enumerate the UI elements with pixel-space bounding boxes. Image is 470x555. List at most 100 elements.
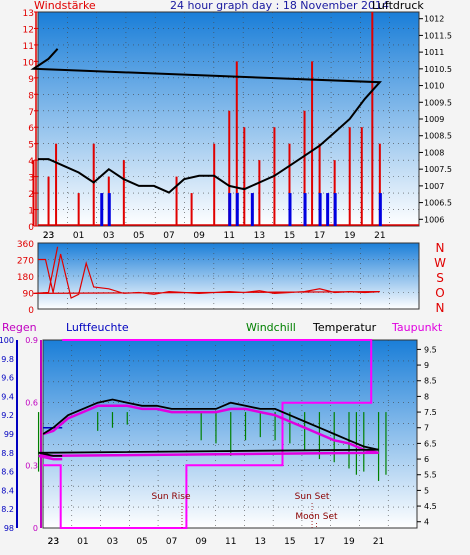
wind-tick-label: 2 bbox=[28, 190, 34, 200]
temp-tick-label: 7 bbox=[424, 424, 429, 433]
temp-tick-label: 8 bbox=[424, 392, 429, 401]
p1-x-tick-label: 05 bbox=[133, 231, 144, 241]
rain-tick-label: 0.6 bbox=[25, 399, 38, 408]
compass-label: N bbox=[436, 301, 445, 315]
wind-bar bbox=[122, 160, 125, 226]
wind-bar bbox=[235, 61, 238, 227]
wind-bar bbox=[47, 176, 50, 226]
pressure-tick-label: 1011 bbox=[424, 48, 444, 57]
pressure-tick-label: 1007.5 bbox=[424, 165, 452, 174]
wind-bar bbox=[92, 143, 95, 226]
legend-windchill: Windchill bbox=[246, 321, 296, 334]
annotation-label: Sun Rise bbox=[152, 492, 191, 502]
rain-tick-label: 0 bbox=[33, 524, 38, 533]
p3-x-tick-label: 19 bbox=[343, 537, 355, 547]
gust-bar bbox=[288, 193, 292, 226]
humidity-tick-label: 8.6 bbox=[1, 468, 14, 477]
wind-bar bbox=[258, 160, 261, 226]
wind-tick-label: 12 bbox=[23, 25, 34, 35]
pressure-axis-title: Luftdruck bbox=[372, 0, 424, 12]
direction-line bbox=[33, 246, 380, 299]
humidity-tick-label: 8.8 bbox=[1, 449, 14, 458]
gust-bar bbox=[378, 193, 382, 226]
temp-tick-label: 7.5 bbox=[424, 408, 437, 417]
rain-tick-label: 0.9 bbox=[25, 336, 38, 345]
wind-tick-label: 6 bbox=[28, 124, 34, 134]
p1-x-tick-label: 23 bbox=[43, 231, 54, 241]
wind-bar bbox=[311, 61, 314, 227]
wind-bar bbox=[32, 160, 35, 226]
compass-label: O bbox=[435, 286, 444, 300]
gust-bar bbox=[107, 193, 111, 226]
pressure-tick-label: 1006 bbox=[424, 215, 444, 224]
gust-bar bbox=[250, 193, 254, 226]
p3-x-tick-label: 05 bbox=[136, 537, 147, 547]
p1-x-tick-label: 07 bbox=[163, 231, 174, 241]
gust-bar bbox=[235, 193, 239, 226]
humidity-tick-label: 100 bbox=[0, 336, 14, 345]
p3-x-tick-label: 23 bbox=[48, 537, 59, 547]
wind-tick-label: 13 bbox=[23, 9, 34, 19]
wind-bar bbox=[348, 127, 351, 226]
pressure-tick-label: 1006.5 bbox=[424, 199, 452, 208]
p1-x-tick-label: 13 bbox=[254, 231, 265, 241]
chart-marks: 01234567891011121310061006.510071007.510… bbox=[0, 9, 452, 547]
p3-x-tick-label: 01 bbox=[77, 537, 88, 547]
compass-label: W bbox=[434, 256, 446, 270]
compass-label: S bbox=[436, 271, 444, 285]
p1-x-tick-label: 15 bbox=[284, 231, 295, 241]
compass-label: N bbox=[436, 241, 445, 255]
wind-bar bbox=[243, 127, 246, 226]
p1-x-tick-label: 21 bbox=[374, 231, 385, 241]
pressure-tick-label: 1009 bbox=[424, 115, 444, 124]
legend-temperatur: Temperatur bbox=[312, 321, 377, 334]
dir-tick-label: 180 bbox=[17, 273, 34, 283]
wind-bar bbox=[175, 176, 178, 226]
p1-x-tick-label: 11 bbox=[224, 231, 235, 241]
pressure-line bbox=[30, 48, 382, 194]
rain-tick-label: 0.3 bbox=[25, 461, 38, 470]
temp-tick-label: 4 bbox=[424, 518, 429, 527]
humidity-tick-label: 8.2 bbox=[1, 505, 14, 514]
temp-tick-label: 5 bbox=[424, 486, 429, 495]
annotation-label: Sun Set bbox=[295, 492, 330, 502]
pressure-tick-label: 1008 bbox=[424, 148, 444, 157]
wind-tick-label: 8 bbox=[28, 91, 34, 101]
chart-title: 24 hour graph day : 18 November 2014 bbox=[170, 0, 389, 12]
temp-tick-label: 9 bbox=[424, 361, 429, 370]
wind-bar bbox=[303, 110, 306, 226]
gust-bar bbox=[333, 193, 337, 226]
temp-tick-label: 4.5 bbox=[424, 502, 437, 511]
pressure-tick-label: 1008.5 bbox=[424, 132, 452, 141]
wind-bar bbox=[190, 193, 193, 226]
wind-tick-label: 0 bbox=[28, 223, 34, 233]
wind-bar bbox=[378, 143, 381, 226]
dir-tick-label: 90 bbox=[23, 290, 35, 300]
temp-tick-label: 6 bbox=[424, 455, 429, 464]
dewpoint-line bbox=[38, 404, 379, 461]
legend-luftfeuchte: Luftfeuchte bbox=[66, 321, 129, 334]
wind-tick-label: 5 bbox=[28, 141, 34, 151]
wind-tick-label: 4 bbox=[28, 157, 34, 167]
humidity-tick-label: 9.8 bbox=[1, 355, 14, 364]
p1-x-tick-label: 03 bbox=[103, 231, 114, 241]
humidity-tick-label: 98 bbox=[4, 524, 14, 533]
annotation-label: Moon Set bbox=[295, 512, 338, 522]
p3-x-tick-label: 13 bbox=[255, 537, 266, 547]
gust-bar bbox=[303, 193, 307, 226]
wind-bar bbox=[55, 143, 58, 226]
pressure-tick-label: 1007 bbox=[424, 182, 444, 191]
temp-tick-label: 8.5 bbox=[424, 377, 437, 386]
wind-bar bbox=[228, 110, 231, 226]
gust-bar bbox=[100, 193, 104, 226]
pressure-tick-label: 1009.5 bbox=[424, 98, 452, 107]
humidity-tick-label: 8.4 bbox=[1, 486, 14, 495]
wind-axis-title: Windstärke bbox=[34, 0, 96, 12]
p1-x-tick-label: 09 bbox=[193, 231, 205, 241]
humidity-tick-label: 9.2 bbox=[1, 411, 14, 420]
wind-bar bbox=[318, 143, 321, 226]
temperature-line bbox=[38, 398, 379, 457]
p3-x-tick-label: 07 bbox=[166, 537, 177, 547]
